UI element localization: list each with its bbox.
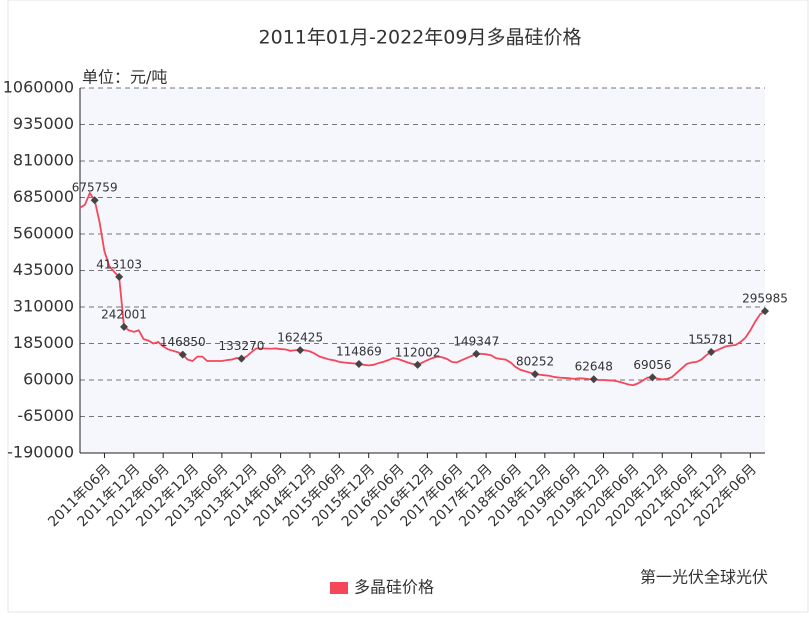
point-marker: [761, 307, 769, 316]
watermark: 第一光伏全球光伏: [640, 568, 768, 587]
data-label: 112002: [395, 345, 441, 359]
data-label: 295985: [742, 292, 788, 306]
data-label: 413103: [96, 257, 142, 271]
data-label: 62648: [575, 360, 613, 374]
point-marker: [589, 375, 598, 384]
point-marker: [237, 354, 246, 363]
chart-title: 2011年01月-2022年09月多晶硅价格: [259, 27, 582, 49]
data-label: 155781: [688, 333, 734, 347]
point-marker: [707, 348, 716, 357]
data-label: 149347: [453, 334, 499, 348]
y-tick-label: 810000: [13, 151, 74, 170]
frame: [7, 0, 809, 613]
y-tick-label: 310000: [13, 297, 74, 316]
y-tick-label: 435000: [13, 260, 74, 279]
data-label: 114869: [336, 344, 382, 358]
point-marker: [531, 370, 540, 379]
point-marker: [296, 346, 305, 355]
y-tick-label: 1060000: [3, 78, 74, 97]
data-label: 69056: [633, 358, 671, 372]
y-tick-label: 935000: [13, 114, 74, 133]
legend-swatch: [330, 582, 348, 594]
y-tick-label: -190000: [7, 443, 74, 462]
y-tick-label: 185000: [13, 333, 74, 352]
data-label: 133270: [219, 339, 265, 353]
data-label: 675759: [72, 181, 118, 195]
y-tick-label: 60000: [23, 370, 74, 389]
point-marker: [178, 350, 187, 359]
point-marker: [472, 349, 481, 358]
point-marker: [90, 196, 99, 205]
y-tick-label: -65000: [17, 406, 74, 425]
y-tick-label: 560000: [13, 224, 74, 243]
data-label: 162425: [277, 331, 323, 345]
data-label: 80252: [516, 355, 554, 369]
point-marker: [648, 373, 657, 382]
data-label: 146850: [160, 335, 206, 349]
y-tick-label: 685000: [13, 187, 74, 206]
point-marker: [354, 359, 363, 368]
y-axis-label: 单位：元/吨: [82, 68, 167, 87]
data-label: 242001: [101, 307, 147, 321]
point-marker: [115, 272, 124, 281]
point-marker: [413, 360, 422, 369]
legend-label: 多晶硅价格: [354, 578, 434, 597]
point-marker: [120, 322, 129, 331]
